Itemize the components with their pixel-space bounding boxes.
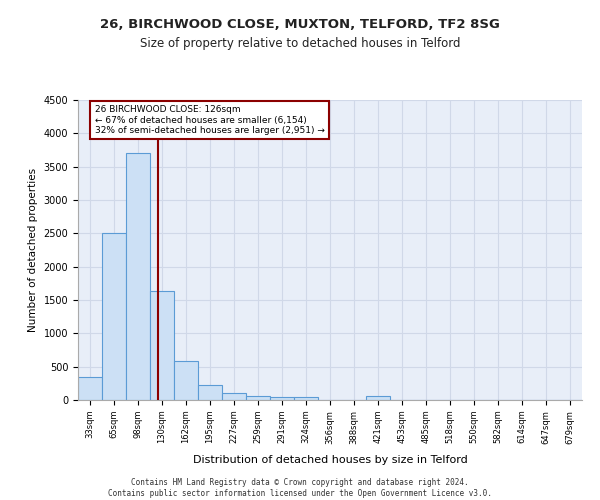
Bar — [222, 394, 246, 400]
Bar — [270, 396, 294, 400]
Text: 26 BIRCHWOOD CLOSE: 126sqm
← 67% of detached houses are smaller (6,154)
32% of s: 26 BIRCHWOOD CLOSE: 126sqm ← 67% of deta… — [95, 105, 325, 135]
Bar — [174, 362, 198, 400]
Bar — [198, 386, 222, 400]
Bar — [294, 396, 318, 400]
Bar — [102, 234, 126, 400]
Text: 26, BIRCHWOOD CLOSE, MUXTON, TELFORD, TF2 8SG: 26, BIRCHWOOD CLOSE, MUXTON, TELFORD, TF… — [100, 18, 500, 30]
Bar — [246, 396, 270, 400]
Bar — [150, 292, 174, 400]
Text: Contains HM Land Registry data © Crown copyright and database right 2024.
Contai: Contains HM Land Registry data © Crown c… — [108, 478, 492, 498]
X-axis label: Distribution of detached houses by size in Telford: Distribution of detached houses by size … — [193, 455, 467, 465]
Bar — [366, 396, 390, 400]
Bar — [126, 154, 150, 400]
Y-axis label: Number of detached properties: Number of detached properties — [28, 168, 38, 332]
Text: Size of property relative to detached houses in Telford: Size of property relative to detached ho… — [140, 38, 460, 51]
Bar — [78, 376, 102, 400]
